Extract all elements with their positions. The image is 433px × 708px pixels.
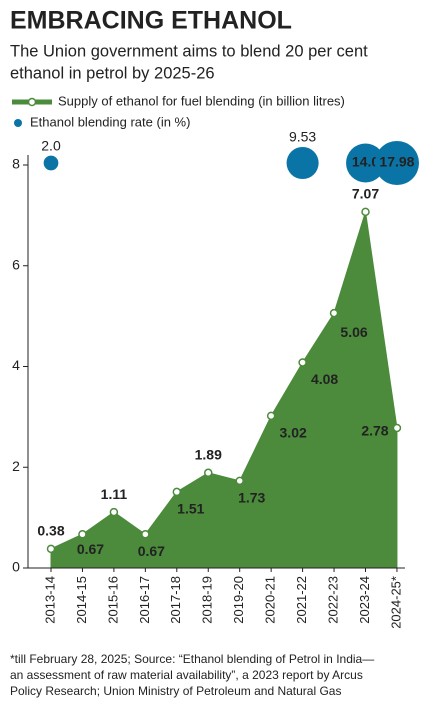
data-point	[392, 423, 402, 433]
data-point	[141, 529, 150, 539]
y-tick-label: 6	[12, 256, 20, 272]
x-tick-label: 2021-22	[294, 576, 309, 624]
data-point	[46, 544, 56, 554]
x-tick-label: 2016-17	[137, 576, 152, 624]
subtitle: The Union government aims to blend 20 pe…	[10, 42, 368, 60]
x-tick-label: 2015-16	[105, 576, 120, 624]
bubble-label: 14.0	[352, 154, 379, 170]
data-point	[235, 476, 244, 486]
subtitle: ethanol in petrol by 2025-26	[10, 64, 215, 82]
data-label: 0.67	[77, 541, 104, 557]
data-label: 0.38	[37, 523, 64, 539]
bubble	[286, 146, 319, 180]
y-tick-label: 4	[12, 357, 20, 373]
data-point	[204, 468, 213, 478]
y-tick-label: 0	[12, 559, 20, 575]
x-tick-label: 2020-21	[263, 576, 278, 624]
legend-label: Supply of ethanol for fuel blending (in …	[58, 93, 345, 108]
x-tick-label: 2018-19	[200, 576, 215, 624]
legend-marker	[27, 97, 37, 107]
data-label: 7.07	[352, 186, 379, 202]
data-label: 2.78	[361, 423, 388, 439]
data-label: 5.06	[340, 324, 367, 340]
bubble-label: 17.98	[379, 154, 414, 170]
footnote: Policy Research; Union Ministry of Petro…	[10, 684, 341, 698]
data-point	[298, 358, 307, 367]
legend-marker	[14, 119, 22, 127]
data-label: 1.89	[195, 446, 222, 462]
x-tick-label: 2019-20	[231, 576, 246, 624]
bubble-label: 2.0	[41, 137, 61, 153]
footnote: *till February 28, 2025; Source: “Ethano…	[10, 652, 374, 666]
data-label: 0.67	[138, 543, 165, 559]
footnote: an assessment of raw material availabili…	[10, 668, 363, 682]
x-tick-label: 2024-25*	[388, 576, 403, 629]
bubble-label: 9.53	[289, 129, 316, 145]
data-label: 1.51	[177, 501, 204, 517]
data-label: 1.11	[101, 486, 128, 502]
data-label: 1.73	[238, 490, 265, 506]
bubble	[43, 155, 59, 171]
x-tick-label: 2014-15	[74, 576, 89, 624]
data-point	[329, 308, 339, 318]
bubble	[374, 140, 419, 186]
data-point	[78, 529, 87, 539]
legend-label: Ethanol blending rate (in %)	[30, 114, 190, 129]
data-point	[172, 487, 182, 497]
data-point	[266, 411, 276, 421]
area	[50, 211, 398, 569]
x-tick-label: 2022-23	[325, 576, 340, 624]
chart-title: EMBRACING ETHANOL	[10, 7, 292, 35]
x-tick-label: 2017-18	[168, 576, 183, 624]
x-tick-label: 2023-24	[357, 576, 372, 624]
y-tick-label: 8	[12, 156, 20, 172]
data-point	[109, 507, 119, 517]
x-tick-label: 2013-14	[42, 576, 57, 624]
data-point	[361, 207, 370, 217]
y-tick-label: 2	[12, 458, 20, 474]
bubble	[346, 143, 385, 183]
data-label: 3.02	[280, 425, 307, 441]
data-label: 4.08	[311, 371, 338, 387]
